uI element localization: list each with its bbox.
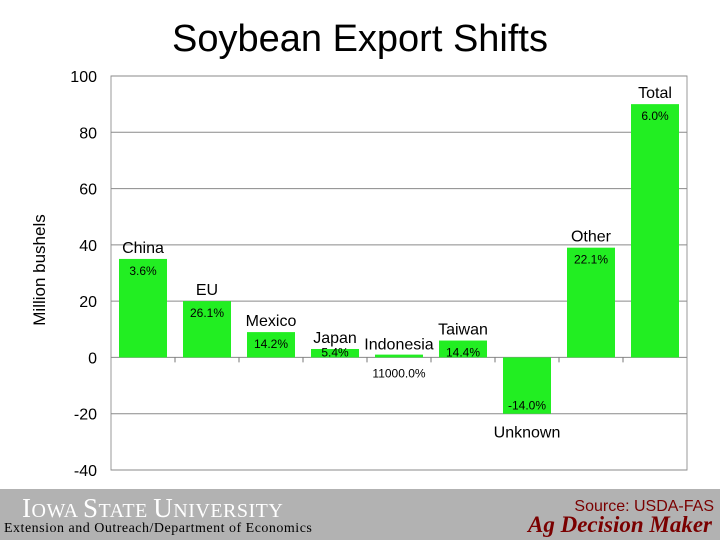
data-label: 14.4%: [446, 346, 480, 360]
data-label: 22.1%: [574, 253, 608, 267]
logo-text: TATE: [98, 500, 154, 522]
y-tick-label: -40: [74, 463, 97, 480]
data-label: 11000.0%: [372, 366, 425, 380]
y-tick-label: 60: [79, 182, 97, 199]
bar: [503, 357, 551, 414]
y-tick-label: -20: [74, 407, 97, 424]
y-tick-label: 100: [70, 69, 97, 86]
footer-bar: [0, 489, 720, 540]
bar: [439, 340, 487, 358]
category-label: Mexico: [246, 313, 297, 330]
category-label: Indonesia: [364, 336, 433, 353]
bar: [567, 247, 615, 358]
source-label: Source: USDA-FAS: [574, 498, 714, 515]
category-label: Unknown: [494, 425, 561, 442]
data-label: 5.4%: [321, 345, 349, 359]
program-logo: Ag Decision Maker: [528, 512, 712, 537]
data-label: 26.1%: [190, 306, 224, 320]
data-label: 6.0%: [641, 109, 669, 123]
data-label: 14.2%: [254, 337, 288, 351]
bar: [119, 258, 167, 358]
y-tick-label: 40: [79, 238, 97, 255]
bar: [183, 301, 231, 358]
category-label: Japan: [313, 330, 357, 347]
category-label: China: [122, 240, 164, 257]
y-tick-label: 0: [88, 350, 97, 367]
category-label: Other: [571, 229, 612, 246]
chart-title: Soybean Export Shifts: [172, 18, 548, 60]
bar: [247, 332, 295, 358]
category-label: Total: [638, 85, 672, 102]
department-label: Extension and Outreach/Department of Eco…: [4, 521, 313, 536]
data-label: -14.0%: [508, 399, 546, 413]
logo-text: NIVERSITY: [173, 500, 284, 522]
bar-chart: 100 80 60 40 20 0 -20 -40 Million bushels 3.6% Chi…: [30, 69, 688, 480]
university-logo: IOWA STATE UNIVERSITY: [22, 493, 283, 524]
data-label: 3.6%: [129, 264, 157, 278]
logo-text: OWA: [31, 500, 83, 522]
y-tick-label: 20: [79, 294, 97, 311]
bar: [375, 354, 423, 358]
y-axis-label: Million bushels: [30, 214, 49, 326]
bar: [631, 104, 679, 358]
logo-letter: U: [153, 493, 174, 523]
bar: [311, 348, 359, 358]
logo-letter: I: [22, 493, 32, 523]
category-label: Taiwan: [438, 322, 488, 339]
category-label: EU: [196, 282, 218, 299]
logo-letter: S: [82, 493, 99, 523]
y-tick-label: 80: [79, 125, 97, 142]
